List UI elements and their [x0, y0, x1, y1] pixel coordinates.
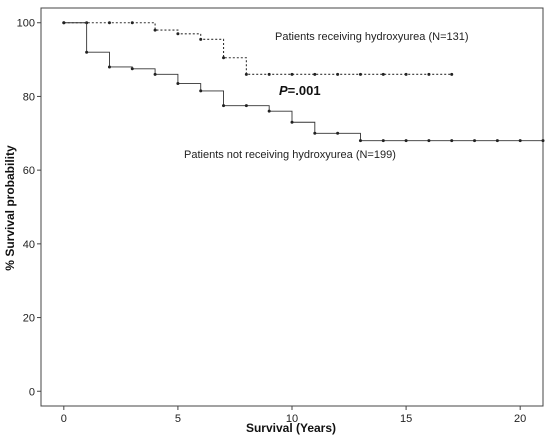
- censor-point: [85, 50, 89, 54]
- censor-point: [130, 21, 134, 25]
- y-tick-label: 0: [29, 386, 35, 398]
- censor-point: [199, 89, 203, 93]
- censor-point: [473, 139, 477, 143]
- p-value-text: =.001: [288, 83, 321, 98]
- censor-point: [404, 72, 408, 76]
- censor-point: [107, 65, 111, 69]
- censor-point: [313, 72, 317, 76]
- censor-point: [336, 131, 340, 135]
- series-label-receiving: Patients receiving hydroxyurea (N=131): [275, 31, 469, 43]
- censor-point: [427, 72, 431, 76]
- censor-point: [62, 21, 66, 25]
- censor-point: [450, 139, 454, 143]
- censor-point: [199, 37, 203, 41]
- censor-point: [222, 104, 226, 108]
- y-axis-title: % Survival probability: [3, 145, 17, 271]
- censor-point: [153, 28, 157, 32]
- censor-point: [153, 72, 157, 76]
- censor-point: [518, 139, 522, 143]
- chart-annotations: Patients receiving hydroxyurea (N=131) P…: [184, 31, 469, 161]
- censor-point: [290, 120, 294, 124]
- censor-point: [267, 109, 271, 113]
- chart-axes: 0 5 10 15 20 0 20 40 60 80 100: [17, 7, 544, 425]
- censor-point: [358, 72, 362, 76]
- y-tick-label: 20: [23, 313, 35, 325]
- chart-series-layer: [62, 21, 545, 143]
- censor-point: [107, 21, 111, 25]
- censor-point: [495, 139, 499, 143]
- y-tick-label: 40: [23, 239, 35, 251]
- p-value-prefix: P: [279, 83, 288, 98]
- x-tick-label: 5: [175, 413, 181, 425]
- censor-point: [176, 82, 180, 86]
- censor-point: [176, 32, 180, 36]
- censor-point: [290, 72, 294, 76]
- censor-point: [222, 56, 226, 60]
- censor-point: [358, 139, 362, 143]
- censor-point: [244, 104, 248, 108]
- censor-point: [313, 131, 317, 135]
- censor-point: [381, 72, 385, 76]
- censor-point: [427, 139, 431, 143]
- y-tick-label: 80: [23, 91, 35, 103]
- censor-point: [450, 72, 454, 76]
- censor-point: [130, 67, 134, 71]
- x-tick-label: 15: [400, 413, 412, 425]
- y-tick-label: 60: [23, 165, 35, 177]
- censor-point: [404, 139, 408, 143]
- censor-point: [267, 72, 271, 76]
- x-axis-title: Survival (Years): [246, 421, 336, 435]
- x-tick-label: 0: [61, 413, 67, 425]
- censor-point: [541, 139, 545, 143]
- censor-point: [244, 72, 248, 76]
- x-tick-label: 10: [286, 413, 298, 425]
- series-label-not-receiving: Patients not receiving hydroxyurea (N=19…: [184, 149, 396, 161]
- censor-point: [336, 72, 340, 76]
- x-tick-label: 20: [514, 413, 526, 425]
- plot-frame: [40, 7, 544, 407]
- p-value-label: P=.001: [279, 83, 321, 98]
- y-tick-label: 100: [17, 18, 35, 30]
- censor-point: [381, 139, 385, 143]
